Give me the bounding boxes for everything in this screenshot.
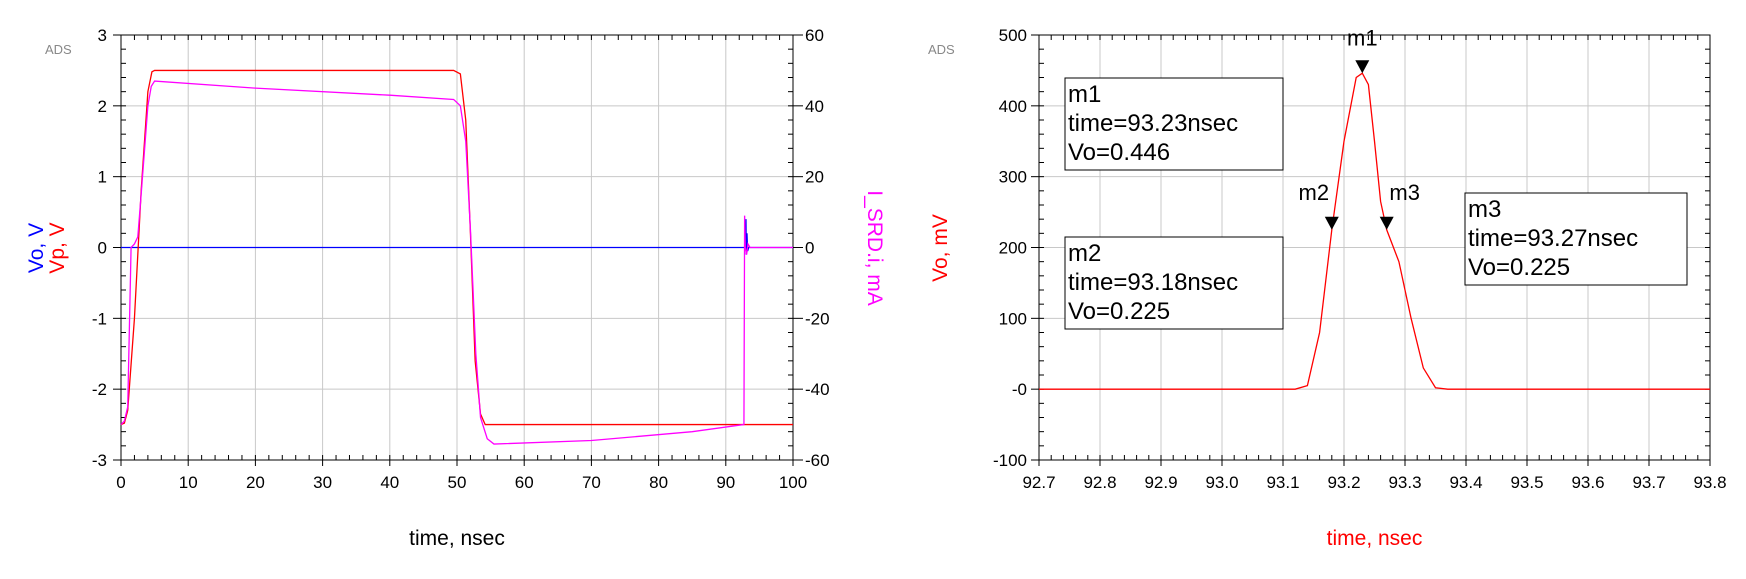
y-axis-label-part: Vp, V bbox=[46, 222, 69, 273]
marker-readout-line: time=93.27nsec bbox=[1468, 225, 1638, 252]
chart-right: 92.7 92.8 92.9 93.0 93.1 93.2 93.3 93.4 93.5 93.6… bbox=[928, 25, 1727, 550]
x-tick-label: 80 bbox=[649, 473, 668, 492]
x-tick-label: 93.0 bbox=[1205, 473, 1238, 492]
y-axis-label-right: I_SRD.i, mA bbox=[863, 190, 886, 306]
marker-label-m3: m3 bbox=[1389, 180, 1420, 205]
y-tick-label-right: 20 bbox=[805, 168, 824, 187]
x-tick-label: 92.7 bbox=[1022, 473, 1055, 492]
chart-left: 0 10 20 30 40 50 60 70 80 90 1003210-1-2-36040200-… bbox=[25, 26, 886, 550]
x-tick-label: 30 bbox=[313, 473, 332, 492]
x-axis-label: time, nsec bbox=[409, 527, 505, 550]
y-tick-label-right: -20 bbox=[805, 309, 830, 328]
marker-readout-box bbox=[1064, 236, 1284, 330]
y-tick-label-left: 0 bbox=[98, 239, 107, 258]
x-tick-label: 92.9 bbox=[1144, 473, 1177, 492]
watermark: ADS bbox=[45, 42, 72, 57]
marker-readout-line: Vo=0.446 bbox=[1068, 139, 1170, 166]
marker-readout-box bbox=[1464, 192, 1688, 286]
x-tick-label: 50 bbox=[448, 473, 467, 492]
x-tick-label: 93.8 bbox=[1693, 473, 1726, 492]
y-tick-label: 100 bbox=[999, 309, 1027, 328]
x-tick-label: 93.4 bbox=[1449, 473, 1482, 492]
y-tick-label-left: -3 bbox=[92, 451, 107, 470]
y-tick-label: 400 bbox=[999, 97, 1027, 116]
marker-readout-line: m1 bbox=[1068, 81, 1101, 108]
x-tick-label: 93.5 bbox=[1510, 473, 1543, 492]
x-tick-label: 0 bbox=[116, 473, 125, 492]
y-axis-label: Vo, mV bbox=[929, 214, 952, 282]
y-tick-label-right: -60 bbox=[805, 451, 830, 470]
y-tick-label-right: -40 bbox=[805, 380, 830, 399]
x-axis-label: time, nsec bbox=[1327, 527, 1423, 550]
x-tick-label: 93.6 bbox=[1571, 473, 1604, 492]
x-tick-label: 60 bbox=[515, 473, 534, 492]
series-line-i-srd-i bbox=[120, 80, 793, 445]
marker-label-m1: m1 bbox=[1347, 25, 1378, 50]
x-tick-label: 93.3 bbox=[1388, 473, 1421, 492]
minor-ticks bbox=[113, 34, 803, 466]
series-line-vo bbox=[1039, 72, 1710, 390]
plot-frame bbox=[1038, 34, 1711, 461]
marker-readout-box bbox=[1064, 77, 1284, 171]
watermark: ADS bbox=[928, 42, 955, 57]
marker-triangle-m3 bbox=[1379, 216, 1394, 230]
y-tick-label-right: 60 bbox=[805, 26, 824, 45]
y-tick-label: 200 bbox=[999, 239, 1027, 258]
x-tick-label: 93.7 bbox=[1632, 473, 1665, 492]
x-tick-label: 10 bbox=[179, 473, 198, 492]
marker-readout-line: Vo=0.225 bbox=[1468, 254, 1570, 281]
minor-ticks bbox=[1031, 34, 1711, 466]
y-tick-label: -0 bbox=[1012, 380, 1027, 399]
y-tick-label-right: 0 bbox=[805, 239, 814, 258]
marker-triangle-m2 bbox=[1324, 216, 1339, 230]
x-tick-label: 93.1 bbox=[1266, 473, 1299, 492]
marker-readout-line: time=93.18nsec bbox=[1068, 269, 1238, 296]
marker-readout-line: Vo=0.225 bbox=[1068, 298, 1170, 325]
x-tick-label: 100 bbox=[779, 473, 807, 492]
x-tick-label: 70 bbox=[582, 473, 601, 492]
y-axis-label-left: Vo, VVp, V bbox=[25, 222, 69, 273]
y-tick-label-right: 40 bbox=[805, 97, 824, 116]
marker-readout-line: m2 bbox=[1068, 240, 1101, 267]
y-tick-label-left: 1 bbox=[98, 168, 107, 187]
y-tick-label-left: -2 bbox=[92, 380, 107, 399]
marker-readout-line: m3 bbox=[1468, 196, 1501, 223]
x-tick-label: 90 bbox=[716, 473, 735, 492]
y-tick-label-left: -1 bbox=[92, 309, 107, 328]
y-tick-label: -100 bbox=[993, 451, 1027, 470]
x-tick-label: 93.2 bbox=[1327, 473, 1360, 492]
x-tick-label: 92.8 bbox=[1083, 473, 1116, 492]
y-axis-label-part: Vo, V bbox=[25, 223, 48, 273]
y-tick-label: 500 bbox=[999, 26, 1027, 45]
y-tick-label-left: 3 bbox=[98, 26, 107, 45]
y-tick-label-left: 2 bbox=[98, 97, 107, 116]
x-tick-label: 40 bbox=[380, 473, 399, 492]
marker-triangle-m1 bbox=[1355, 60, 1370, 74]
x-tick-label: 20 bbox=[246, 473, 265, 492]
y-tick-label: 300 bbox=[999, 168, 1027, 187]
marker-readout-line: time=93.23nsec bbox=[1068, 110, 1238, 137]
marker-label-m2: m2 bbox=[1299, 180, 1330, 205]
